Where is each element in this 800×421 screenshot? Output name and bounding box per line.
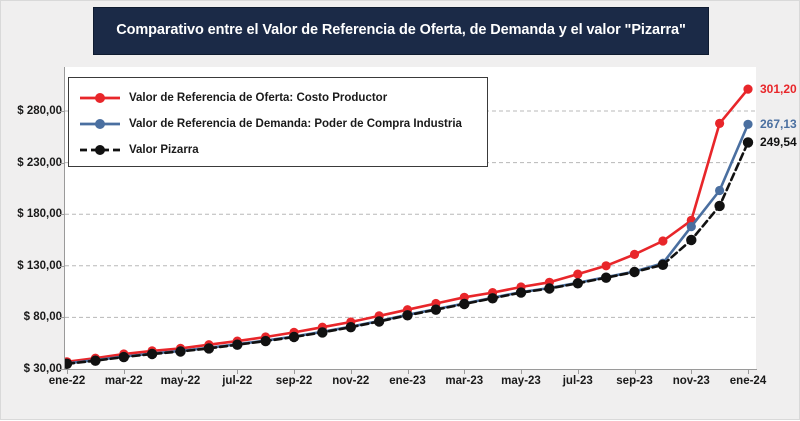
data-point-marker (629, 249, 640, 259)
data-point-marker (657, 259, 669, 270)
y-axis: $ 30,00 $ 80,00 $ 130,00 $ 180,00 $ 230,00 $ … (1, 1, 65, 421)
x-axis: ene-22 mar-22 may-22 jul-22 sep-22 nov-22 ene-… (1, 375, 800, 397)
data-point-marker (232, 339, 243, 350)
x-axis-tick (691, 369, 693, 374)
data-point-marker (402, 310, 413, 321)
data-point-marker (714, 200, 725, 212)
data-point-marker (345, 322, 356, 333)
y-axis-tick-label: $ 130,00 (17, 259, 62, 272)
data-point-marker (629, 266, 640, 278)
x-axis-tick (577, 369, 579, 374)
x-axis-tick (521, 369, 522, 374)
data-point-marker (146, 348, 158, 360)
y-axis-tick (60, 265, 65, 267)
x-axis-tick-label: may-22 (160, 375, 201, 387)
y-axis-tick (60, 369, 65, 370)
data-point-marker (572, 278, 583, 289)
legend-swatch-icon (79, 117, 121, 131)
x-axis-tick-label: sep-23 (616, 375, 653, 387)
y-axis-tick-label: $ 230,00 (17, 156, 62, 169)
data-point-marker (203, 343, 215, 354)
x-axis-tick (180, 369, 182, 374)
x-axis-line (64, 369, 757, 370)
data-point-marker (658, 236, 668, 246)
x-axis-tick (464, 369, 466, 374)
y-axis-tick (60, 162, 65, 164)
legend-swatch-icon (79, 91, 121, 105)
data-point-marker (65, 358, 73, 369)
legend-swatch-icon (79, 143, 121, 157)
legend-item[interactable]: Valor de Referencia de Oferta: Costo Pro… (79, 86, 477, 110)
x-axis-tick (748, 369, 749, 374)
data-point-marker (743, 84, 753, 94)
data-point-marker (743, 119, 753, 129)
x-axis-tick-label: ene-23 (389, 375, 426, 387)
x-axis-tick-label: jul-22 (222, 375, 253, 387)
x-axis-tick (407, 369, 409, 374)
data-point-marker (118, 351, 129, 363)
data-point-marker (373, 316, 385, 327)
page-title: Comparativo entre el Valor de Referencia… (116, 22, 686, 39)
legend-item-label: Valor de Referencia de Oferta: Costo Pro… (129, 92, 388, 104)
data-point-marker (260, 335, 271, 347)
data-point-marker (544, 283, 555, 294)
series-end-value-label: 301,20 (760, 82, 797, 97)
x-axis-tick-label: sep-22 (275, 375, 313, 387)
data-point-marker (686, 234, 697, 246)
x-axis-tick-label: nov-23 (672, 375, 710, 387)
x-axis-tick (67, 369, 68, 374)
x-axis-tick-label: jul-23 (562, 375, 593, 387)
chart-legend: Valor de Referencia de Oferta: Costo Pro… (68, 77, 488, 167)
series-canvas (65, 84, 756, 369)
data-point-marker (715, 118, 725, 128)
x-axis-tick (123, 369, 125, 374)
legend-item[interactable]: Valor de Referencia de Demanda: Poder de… (79, 112, 477, 136)
series-end-value-label: 267,13 (760, 117, 797, 132)
data-point-marker (573, 269, 583, 279)
x-axis-tick-label: may-23 (501, 375, 541, 387)
x-axis-tick-label: mar-22 (104, 375, 143, 387)
y-axis-tick-label: $ 80,00 (23, 311, 62, 324)
legend-item-label: Valor Pizarra (129, 144, 199, 156)
data-point-marker (175, 346, 186, 357)
y-axis-tick-label: $ 30,00 (23, 363, 62, 375)
data-point-marker (430, 304, 442, 315)
x-axis-tick-label: ene-24 (729, 375, 767, 387)
data-point-marker (459, 298, 470, 310)
data-point-marker (90, 355, 101, 366)
x-axis-tick-label: ene-22 (48, 375, 86, 387)
data-point-marker (600, 272, 612, 283)
chart-title-box: Comparativo entre el Valor de Referencia… (93, 7, 709, 55)
series-line (65, 141, 750, 366)
y-axis-tick-label: $ 280,00 (17, 105, 62, 117)
data-point-marker (515, 287, 527, 298)
data-point-marker (715, 185, 725, 196)
series-end-value-label: 249,54 (760, 135, 797, 150)
x-axis-tick (237, 369, 239, 374)
data-point-marker (288, 331, 300, 343)
legend-item-label: Valor de Referencia de Demanda: Poder de… (129, 118, 462, 130)
x-axis-tick (294, 369, 295, 374)
data-point-marker (686, 222, 696, 232)
y-axis-tick (60, 317, 65, 319)
x-axis-tick-label: nov-22 (332, 375, 370, 387)
y-axis-line (64, 67, 65, 370)
data-point-marker (601, 261, 611, 271)
data-point-marker (487, 293, 498, 304)
x-axis-tick-label: mar-23 (445, 375, 484, 387)
y-axis-tick (60, 111, 65, 112)
data-point-marker (317, 327, 328, 338)
x-axis-tick (634, 369, 636, 374)
y-axis-tick (60, 214, 65, 216)
x-axis-tick (350, 369, 352, 374)
data-point-marker (742, 137, 754, 148)
y-axis-tick-label: $ 180,00 (17, 208, 62, 221)
legend-item[interactable]: Valor Pizarra (79, 138, 477, 162)
